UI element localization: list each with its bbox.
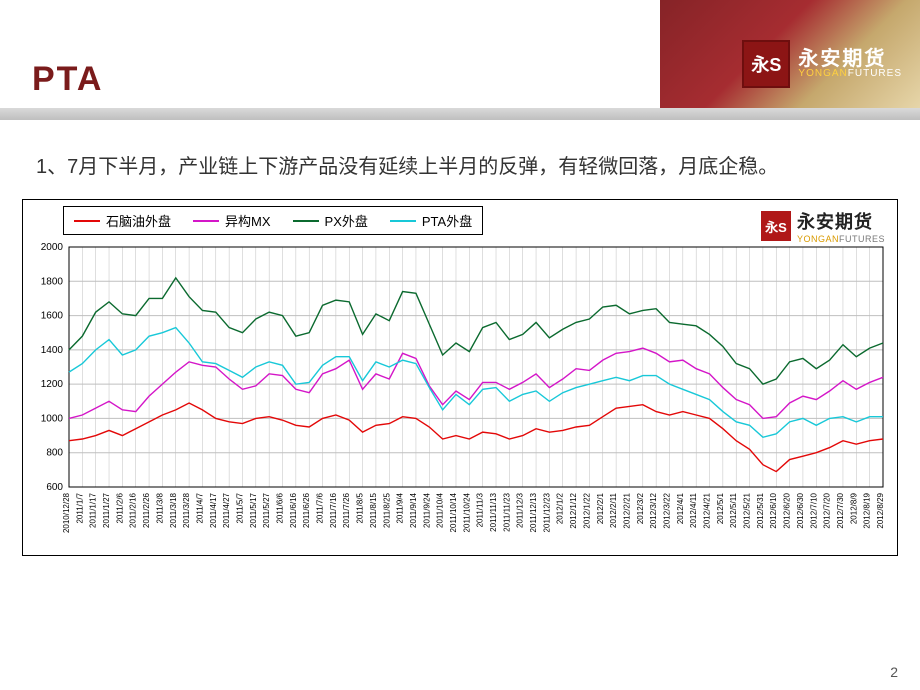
svg-text:2011/2/6: 2011/2/6 <box>115 492 124 523</box>
chart-logo-cn: 永安期货 <box>797 208 885 234</box>
chart-brand-logo: 永S 永安期货 YONGANFUTURES <box>761 208 885 244</box>
logo-en-text: YONGANFUTURES <box>798 69 902 79</box>
legend-label: 石脑油外盘 <box>106 211 171 230</box>
svg-text:2011/10/4: 2011/10/4 <box>436 492 445 528</box>
svg-text:2011/1/17: 2011/1/17 <box>89 492 98 528</box>
svg-text:2011/3/28: 2011/3/28 <box>182 492 191 528</box>
svg-text:2012/4/21: 2012/4/21 <box>703 492 712 528</box>
svg-text:2011/9/24: 2011/9/24 <box>422 492 431 528</box>
svg-text:2011/5/17: 2011/5/17 <box>249 492 258 528</box>
svg-text:2011/11/23: 2011/11/23 <box>502 492 511 531</box>
svg-text:1000: 1000 <box>41 413 64 424</box>
legend-item: PX外盘 <box>293 211 368 230</box>
legend-item: PTA外盘 <box>390 211 472 230</box>
svg-text:2011/12/23: 2011/12/23 <box>542 492 551 532</box>
logo-cn-text: 永安期货 <box>798 49 902 69</box>
svg-text:2012/2/11: 2012/2/11 <box>609 492 618 528</box>
legend-item: 异构MX <box>193 211 271 230</box>
svg-text:2011/4/7: 2011/4/7 <box>195 492 204 523</box>
svg-text:2012/3/2: 2012/3/2 <box>636 492 645 524</box>
svg-text:2011/6/6: 2011/6/6 <box>276 492 285 523</box>
svg-text:2012/5/31: 2012/5/31 <box>756 492 765 528</box>
description-text: 1、7月下半月，产业链上下游产品没有延续上半月的反弹，有轻微回落，月底企稳。 <box>16 152 904 183</box>
svg-text:2012/5/21: 2012/5/21 <box>743 492 752 528</box>
legend-item: 石脑油外盘 <box>74 211 171 230</box>
legend-label: PTA外盘 <box>422 211 472 230</box>
svg-text:2011/11/13: 2011/11/13 <box>489 492 498 531</box>
legend-label: 异构MX <box>225 211 271 230</box>
svg-text:2011/8/5: 2011/8/5 <box>356 492 365 523</box>
svg-text:2011/3/8: 2011/3/8 <box>155 492 164 523</box>
svg-text:2012/6/10: 2012/6/10 <box>769 492 778 528</box>
svg-text:2011/8/25: 2011/8/25 <box>382 492 391 528</box>
svg-text:2012/3/22: 2012/3/22 <box>662 492 671 528</box>
svg-text:2011/4/17: 2011/4/17 <box>209 492 218 528</box>
svg-text:2011/6/26: 2011/6/26 <box>302 492 311 528</box>
legend-swatch-icon <box>390 220 416 222</box>
svg-text:2010/12/28: 2010/12/28 <box>62 492 71 533</box>
svg-text:2012/7/30: 2012/7/30 <box>836 492 845 528</box>
svg-text:1200: 1200 <box>41 379 64 390</box>
svg-text:2011/1/7: 2011/1/7 <box>75 492 84 523</box>
slide-header: 永S 永安期货 YONGANFUTURES PTA <box>0 0 920 120</box>
logo-badge-icon: 永S <box>742 40 790 88</box>
brand-logo: 永S 永安期货 YONGANFUTURES <box>742 40 902 88</box>
header-divider <box>0 108 920 120</box>
svg-text:2012/1/22: 2012/1/22 <box>582 492 591 528</box>
svg-text:2011/1/27: 2011/1/27 <box>102 492 111 528</box>
chart-plot-area: 600 800 1000 1200 1400 1600 1800 2000 2010/12/28… <box>29 241 891 551</box>
legend-label: PX外盘 <box>325 211 368 230</box>
svg-text:2012/1/2: 2012/1/2 <box>556 492 565 524</box>
page-title: PTA <box>32 60 103 99</box>
svg-text:2011/11/3: 2011/11/3 <box>476 492 485 527</box>
svg-text:800: 800 <box>46 448 63 459</box>
svg-text:1600: 1600 <box>41 311 64 322</box>
svg-text:2011/9/4: 2011/9/4 <box>396 492 405 523</box>
svg-text:1400: 1400 <box>41 345 64 356</box>
svg-text:2011/8/15: 2011/8/15 <box>369 492 378 528</box>
svg-text:2011/12/3: 2011/12/3 <box>516 492 525 528</box>
svg-text:2011/12/13: 2011/12/13 <box>529 492 538 532</box>
svg-text:2012/4/1: 2012/4/1 <box>676 492 685 524</box>
svg-text:1800: 1800 <box>41 276 64 287</box>
svg-text:2012/6/20: 2012/6/20 <box>783 492 792 528</box>
svg-text:2011/7/26: 2011/7/26 <box>342 492 351 528</box>
svg-text:2012/8/9: 2012/8/9 <box>849 492 858 524</box>
legend-swatch-icon <box>293 220 319 222</box>
svg-text:2012/8/19: 2012/8/19 <box>863 492 872 528</box>
svg-text:2011/10/24: 2011/10/24 <box>462 492 471 532</box>
svg-text:2012/2/1: 2012/2/1 <box>596 492 605 524</box>
svg-text:2012/6/30: 2012/6/30 <box>796 492 805 528</box>
svg-text:2011/10/14: 2011/10/14 <box>449 492 458 532</box>
svg-text:2012/7/20: 2012/7/20 <box>823 492 832 528</box>
svg-text:2012/5/1: 2012/5/1 <box>716 492 725 524</box>
svg-text:2011/9/14: 2011/9/14 <box>409 492 418 528</box>
svg-text:2011/7/6: 2011/7/6 <box>316 492 325 523</box>
svg-text:2012/1/12: 2012/1/12 <box>569 492 578 528</box>
svg-text:2011/3/18: 2011/3/18 <box>169 492 178 528</box>
svg-text:2011/5/7: 2011/5/7 <box>235 492 244 523</box>
svg-text:2012/7/10: 2012/7/10 <box>809 492 818 528</box>
chart-svg: 600 800 1000 1200 1400 1600 1800 2000 2010/12/28… <box>29 241 889 551</box>
svg-text:2012/3/12: 2012/3/12 <box>649 492 658 528</box>
svg-text:2012/5/11: 2012/5/11 <box>729 492 738 528</box>
svg-text:2011/6/16: 2011/6/16 <box>289 492 298 528</box>
svg-text:600: 600 <box>46 482 63 493</box>
slide-body: 1、7月下半月，产业链上下游产品没有延续上半月的反弹，有轻微回落，月底企稳。 石… <box>0 120 920 556</box>
price-chart: 石脑油外盘 异构MX PX外盘 PTA外盘 永S 永安期货 YONGANFUTURES… <box>22 199 898 556</box>
svg-text:2012/2/21: 2012/2/21 <box>622 492 631 528</box>
svg-text:2011/7/16: 2011/7/16 <box>329 492 338 528</box>
legend-swatch-icon <box>193 220 219 222</box>
svg-text:2012/4/11: 2012/4/11 <box>689 492 698 528</box>
svg-text:2011/5/27: 2011/5/27 <box>262 492 271 528</box>
page-number: 2 <box>890 664 898 680</box>
chart-logo-badge-icon: 永S <box>761 211 791 241</box>
svg-text:2012/8/29: 2012/8/29 <box>876 492 885 528</box>
svg-text:2011/2/16: 2011/2/16 <box>129 492 138 528</box>
svg-text:2011/4/27: 2011/4/27 <box>222 492 231 528</box>
svg-text:2000: 2000 <box>41 242 64 253</box>
chart-legend: 石脑油外盘 异构MX PX外盘 PTA外盘 <box>63 206 483 235</box>
legend-swatch-icon <box>74 220 100 222</box>
svg-text:2011/2/26: 2011/2/26 <box>142 492 151 528</box>
